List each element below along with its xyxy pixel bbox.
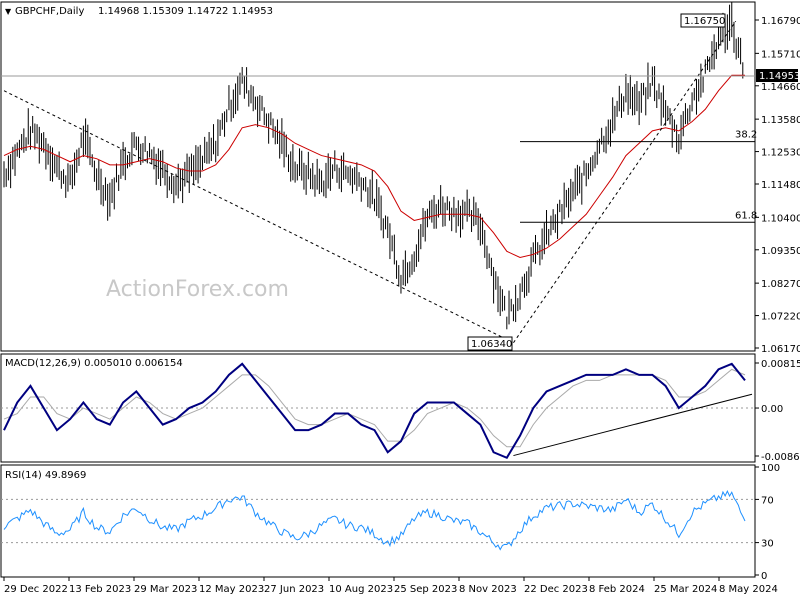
price-tick-label: 1.11480 <box>761 180 800 191</box>
macd-label: MACD(12,26,9) 0.005010 0.006154 <box>5 358 183 369</box>
header-ohlc: 1.14968 1.15309 1.14722 1.14953 <box>98 6 273 17</box>
rsi-tick-label: 0 <box>761 571 767 582</box>
macd-signal-line <box>3 368 746 448</box>
date-tick-label: 29 Mar 2023 <box>134 584 197 595</box>
current-price-label: 1.14953 <box>759 71 800 82</box>
fib-level-label: 38.2 <box>735 130 757 141</box>
macd-tick-label: -0.008681 <box>761 452 800 463</box>
price-bars <box>3 1 744 330</box>
macd-tick-label: 0.00815 <box>761 359 800 370</box>
date-tick-label: 25 Sep 2023 <box>394 584 457 595</box>
price-tick-label: 1.08270 <box>761 279 800 290</box>
macd-signal <box>3 368 746 448</box>
macd-main-line <box>3 362 746 460</box>
macd-tick-label: 0.00 <box>761 404 783 415</box>
macd-trend <box>513 393 753 457</box>
fib-level-label: 61.8 <box>735 210 757 221</box>
price-ema-line <box>3 74 745 259</box>
date-tick-label: 27 Jun 2023 <box>264 584 324 595</box>
price-tick-label: 1.09350 <box>761 246 800 257</box>
price-tick-label: 1.14660 <box>761 82 800 93</box>
rsi <box>3 490 746 551</box>
date-tick-label: 8 May 2024 <box>719 584 778 595</box>
price-tick-label: 1.12530 <box>761 148 800 159</box>
rsi-axis: 100 70 30 0 <box>755 463 780 582</box>
rsi-tick-label: 100 <box>761 463 780 474</box>
down-trendline <box>3 90 514 344</box>
macd-axis: 0.00815 0.00 -0.008681 <box>755 359 800 463</box>
price-tick-label: 1.06170 <box>761 344 800 355</box>
date-axis: 29 Dec 2022 13 Feb 2023 29 Mar 2023 12 May … <box>3 577 778 595</box>
date-tick-label: 8 Nov 2023 <box>459 584 517 595</box>
fib-levels: 38.2 61.8 <box>520 130 757 223</box>
macd-main <box>3 362 746 460</box>
rsi-tick-label: 30 <box>761 539 774 550</box>
low-label-box <box>467 336 513 351</box>
date-tick-label: 12 May 2023 <box>199 584 264 595</box>
low-label: 1.06340 <box>471 339 512 350</box>
price-axis: 1.16790 1.15710 1.14660 1.13580 1.12530 1.114… <box>755 16 800 355</box>
date-tick-label: 8 Feb 2024 <box>589 584 645 595</box>
price-tick-label: 1.13580 <box>761 115 800 126</box>
rsi-panel <box>0 464 756 578</box>
ema-line <box>3 74 745 259</box>
price-panel <box>0 1 756 352</box>
price-tick-label: 1.10400 <box>761 213 800 224</box>
date-tick-label: 29 Dec 2022 <box>4 584 68 595</box>
header-symbol: GBPCHF,Daily <box>15 6 84 17</box>
high-label: 1.16750 <box>684 16 725 27</box>
macd-trendline <box>513 393 753 457</box>
price-tick-label: 1.15710 <box>761 49 800 60</box>
rsi-label: RSI(14) 49.8969 <box>5 470 86 481</box>
date-tick-label: 13 Feb 2023 <box>69 584 131 595</box>
rsi-tick-label: 70 <box>761 495 774 506</box>
rsi-levels <box>1 498 755 544</box>
date-tick-label: 10 Aug 2023 <box>329 584 393 595</box>
date-tick-label: 25 Mar 2024 <box>654 584 717 595</box>
price-tick-label: 1.07220 <box>761 312 800 323</box>
price-trendlines <box>3 20 737 344</box>
rsi-line <box>3 490 746 551</box>
header-arrow-icon: ▼ <box>5 7 12 16</box>
up-trendline <box>513 20 737 344</box>
price-tick-label: 1.16790 <box>761 16 800 27</box>
current-price-box <box>756 69 798 82</box>
date-tick-label: 22 Dec 2023 <box>524 584 588 595</box>
high-label-box <box>680 13 726 28</box>
watermark: ActionForex.com <box>106 277 289 302</box>
